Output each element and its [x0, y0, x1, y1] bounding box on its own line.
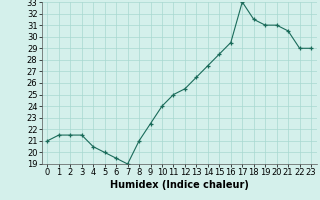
X-axis label: Humidex (Indice chaleur): Humidex (Indice chaleur)	[110, 180, 249, 190]
